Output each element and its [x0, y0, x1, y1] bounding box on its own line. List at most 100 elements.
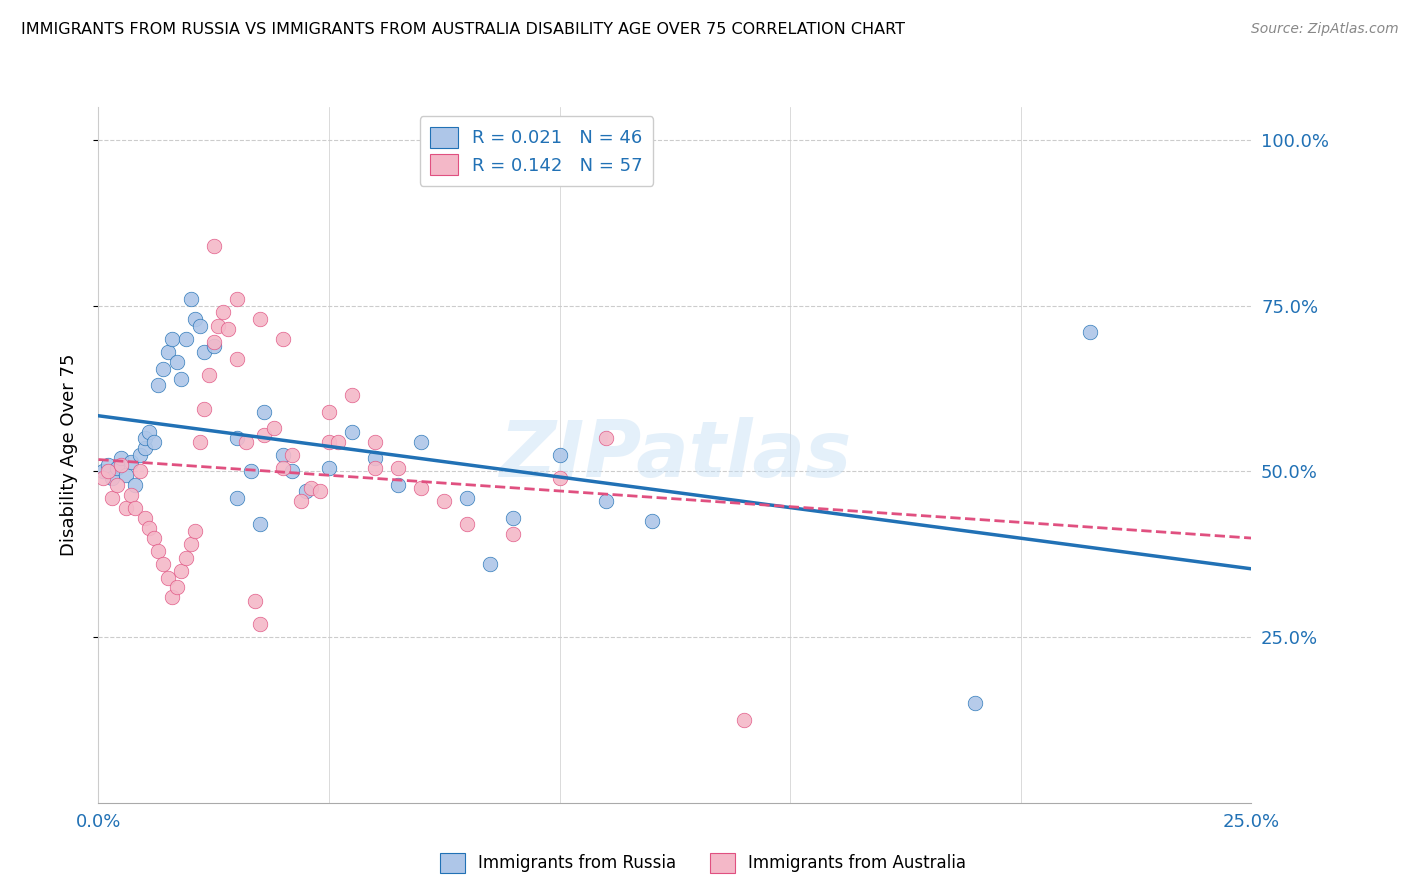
Point — [245, 593, 267, 607]
Point — [479, 558, 502, 572]
Point — [91, 471, 114, 485]
Point — [110, 458, 132, 472]
Point — [148, 544, 170, 558]
Point — [290, 494, 312, 508]
Text: IMMIGRANTS FROM RUSSIA VS IMMIGRANTS FROM AUSTRALIA DISABILITY AGE OVER 75 CORRE: IMMIGRANTS FROM RUSSIA VS IMMIGRANTS FRO… — [21, 22, 905, 37]
Point — [156, 570, 179, 584]
Point — [253, 405, 276, 419]
Point — [235, 434, 257, 449]
Point — [433, 494, 456, 508]
Point — [202, 239, 225, 253]
Point — [202, 338, 225, 352]
Point — [120, 488, 142, 502]
Point — [502, 511, 524, 525]
Point — [202, 335, 225, 350]
Point — [308, 484, 330, 499]
Point — [115, 500, 138, 515]
Point — [641, 514, 664, 528]
Point — [180, 537, 202, 551]
Point — [124, 477, 146, 491]
Legend: R = 0.021   N = 46, R = 0.142   N = 57: R = 0.021 N = 46, R = 0.142 N = 57 — [419, 116, 654, 186]
Point — [160, 591, 183, 605]
Point — [253, 428, 276, 442]
Point — [156, 345, 179, 359]
Point — [295, 484, 318, 499]
Point — [97, 465, 120, 479]
Point — [152, 361, 174, 376]
Point — [105, 477, 128, 491]
Point — [174, 332, 197, 346]
Point — [166, 581, 188, 595]
Point — [548, 471, 571, 485]
Point — [193, 345, 215, 359]
Point — [217, 322, 239, 336]
Point — [411, 481, 433, 495]
Point — [207, 318, 229, 333]
Point — [411, 434, 433, 449]
Point — [170, 564, 193, 578]
Point — [271, 332, 294, 346]
Point — [193, 401, 215, 416]
Point — [184, 524, 207, 538]
Text: ZIPatlas: ZIPatlas — [499, 417, 851, 493]
Point — [160, 332, 183, 346]
Point — [184, 312, 207, 326]
Point — [142, 531, 165, 545]
Point — [387, 461, 409, 475]
Point — [364, 434, 387, 449]
Point — [134, 431, 156, 445]
Point — [387, 477, 409, 491]
Point — [180, 292, 202, 306]
Point — [733, 713, 755, 727]
Point — [364, 461, 387, 475]
Point — [595, 494, 617, 508]
Point — [963, 697, 986, 711]
Point — [249, 616, 271, 631]
Point — [124, 500, 146, 515]
Point — [271, 448, 294, 462]
Point — [188, 434, 211, 449]
Text: Source: ZipAtlas.com: Source: ZipAtlas.com — [1251, 22, 1399, 37]
Point — [148, 378, 170, 392]
Point — [166, 355, 188, 369]
Point — [263, 421, 285, 435]
Point — [328, 434, 350, 449]
Point — [152, 558, 174, 572]
Point — [225, 292, 247, 306]
Point — [548, 448, 571, 462]
Point — [225, 431, 247, 445]
Point — [225, 491, 247, 505]
Point — [91, 465, 114, 479]
Point — [101, 471, 124, 485]
Point — [198, 368, 221, 383]
Point — [281, 448, 304, 462]
Point — [239, 465, 262, 479]
Point — [120, 454, 142, 468]
Point — [340, 425, 363, 439]
Point — [174, 550, 197, 565]
Point — [502, 527, 524, 541]
Point — [1078, 326, 1101, 340]
Point — [110, 451, 132, 466]
Point — [456, 517, 478, 532]
Point — [212, 305, 235, 319]
Point — [281, 465, 304, 479]
Legend: Immigrants from Russia, Immigrants from Australia: Immigrants from Russia, Immigrants from … — [433, 847, 973, 880]
Point — [129, 448, 152, 462]
Point — [225, 351, 247, 366]
Point — [456, 491, 478, 505]
Point — [299, 481, 322, 495]
Point — [364, 451, 387, 466]
Point — [170, 372, 193, 386]
Point — [138, 521, 160, 535]
Point — [129, 465, 152, 479]
Point — [249, 312, 271, 326]
Point — [340, 388, 363, 402]
Point — [97, 458, 120, 472]
Point — [318, 461, 340, 475]
Point — [188, 318, 211, 333]
Point — [595, 431, 617, 445]
Point — [134, 442, 156, 456]
Point — [318, 405, 340, 419]
Point — [101, 491, 124, 505]
